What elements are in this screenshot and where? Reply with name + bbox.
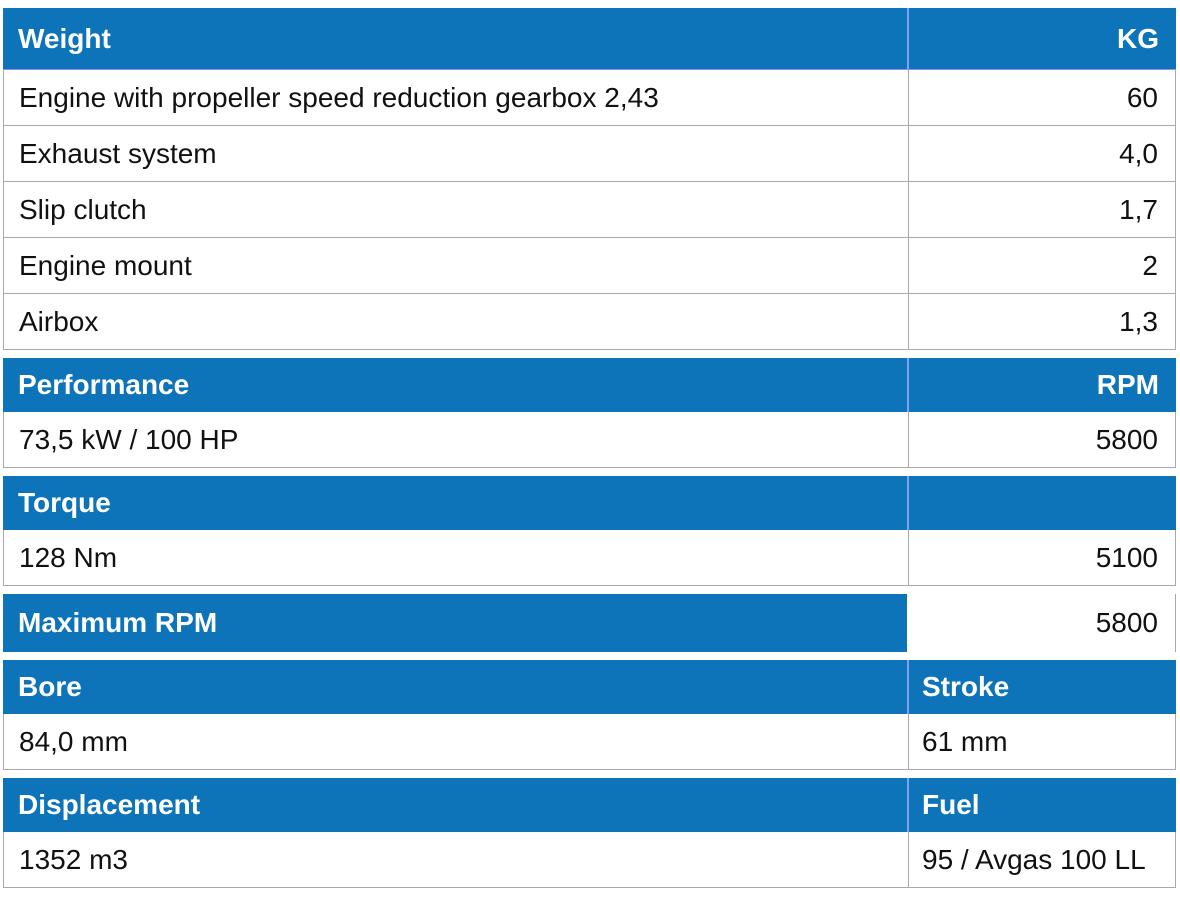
section-header-performance: Performance RPM (3, 358, 1176, 412)
spec-name: 128 Nm (19, 541, 118, 573)
section-title-fuel: Fuel (907, 778, 1176, 832)
spec-row-slip-clutch: Slip clutch 1,7 (3, 182, 1176, 238)
section-header-bore-stroke: Bore Stroke (3, 660, 1176, 714)
spec-value: 1,3 (908, 294, 1175, 349)
spec-row-exhaust-system: Exhaust system 4,0 (3, 126, 1176, 182)
section-header-displacement-fuel: Displacement Fuel (3, 778, 1176, 832)
spec-value: 4,0 (908, 126, 1175, 181)
spec-value: 5800 (908, 412, 1175, 467)
spec-row-power: 73,5 kW / 100 HP 5800 (3, 412, 1176, 468)
engine-spec-table: Weight KG Engine with propeller speed re… (3, 8, 1176, 888)
section-title-torque: Torque (18, 487, 111, 518)
section-title-stroke: Stroke (907, 660, 1176, 714)
spec-row-bore-stroke-values: 84,0 mm 61 mm (3, 714, 1176, 770)
spec-row-engine-gearbox: Engine with propeller speed reduction ge… (3, 70, 1176, 126)
spec-value: 60 (908, 70, 1175, 125)
spec-name: Engine with propeller speed reduction ge… (19, 81, 659, 113)
section-header-torque: Torque (3, 476, 1176, 530)
section-title-bore: Bore (18, 671, 82, 702)
spec-name: 1352 m3 (19, 843, 128, 875)
spec-value: 1,7 (908, 182, 1175, 237)
spec-name: Engine mount (19, 249, 192, 281)
spec-value: 2 (908, 238, 1175, 293)
section-title-displacement: Displacement (18, 789, 201, 820)
spec-row-engine-mount: Engine mount 2 (3, 238, 1176, 294)
spec-value: 61 mm (908, 714, 1175, 769)
spec-value: 5800 (907, 594, 1176, 652)
spec-name: Exhaust system (19, 137, 217, 169)
spec-value: 5100 (908, 530, 1175, 585)
spec-name: Slip clutch (19, 193, 147, 225)
spec-row-displacement-fuel-values: 1352 m3 95 / Avgas 100 LL (3, 832, 1176, 888)
spec-row-maximum-rpm: Maximum RPM 5800 (3, 594, 1176, 652)
spec-name: 73,5 kW / 100 HP (19, 423, 239, 455)
section-title-weight: Weight (18, 22, 111, 54)
spec-row-airbox: Airbox 1,3 (3, 294, 1176, 350)
section-title-performance: Performance (18, 369, 190, 400)
spec-value: 95 / Avgas 100 LL (908, 832, 1175, 887)
spec-name: 84,0 mm (19, 725, 128, 757)
spec-row-torque-value: 128 Nm 5100 (3, 530, 1176, 586)
section-unit-rpm: RPM (907, 358, 1176, 412)
section-header-weight: Weight KG (3, 8, 1176, 70)
section-unit-empty (907, 476, 1176, 530)
spec-name: Airbox (19, 305, 99, 337)
section-unit-kg: KG (907, 8, 1176, 69)
section-title-maximum-rpm: Maximum RPM (3, 594, 907, 652)
